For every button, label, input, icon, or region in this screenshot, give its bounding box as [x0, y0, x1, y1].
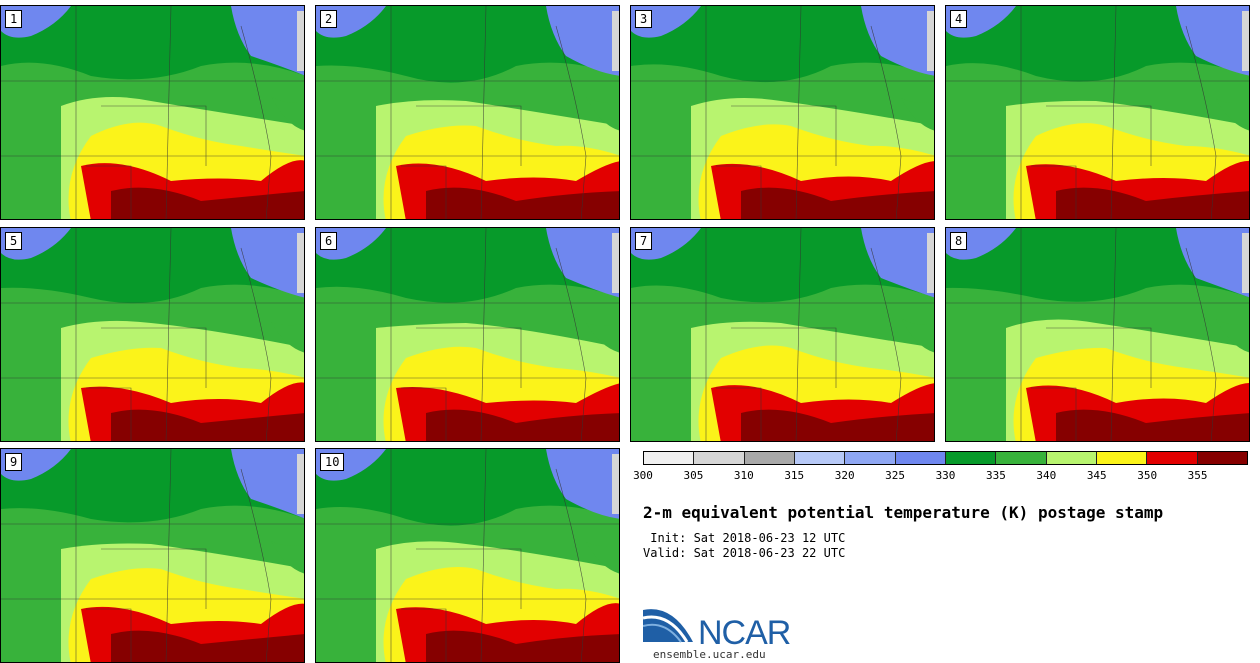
colorbar-segment — [1096, 452, 1148, 464]
colorbar-segment — [1046, 452, 1097, 464]
colorbar-tick-label: 305 — [683, 469, 704, 482]
colorbar-tick-label: 345 — [1086, 469, 1107, 482]
colorbar-segment — [996, 452, 1047, 464]
panel-number: 5 — [5, 232, 23, 250]
colorbar-segment — [744, 452, 795, 464]
panel-number: 1 — [5, 10, 23, 28]
panel-number: 9 — [5, 453, 23, 471]
colorbar-tick-label: 355 — [1187, 469, 1208, 482]
colorbar-segment — [895, 452, 946, 464]
panel-number: 4 — [950, 10, 968, 28]
map-panel: 2 — [315, 5, 620, 220]
colorbar-tick-label: 335 — [985, 469, 1006, 482]
map-field — [946, 228, 1249, 441]
map-field — [946, 6, 1249, 219]
logo-url: ensemble.ucar.edu — [653, 648, 766, 661]
time-info: Init: Sat 2018-06-23 12 UTC Valid: Sat 2… — [643, 531, 845, 561]
colorbar-tick-label: 330 — [935, 469, 956, 482]
panel-number: 8 — [950, 232, 968, 250]
map-panel: 6 — [315, 227, 620, 442]
colorbar-tick-label: 350 — [1137, 469, 1158, 482]
panel-number: 7 — [635, 232, 653, 250]
map-panel: 9 — [0, 448, 305, 663]
map-panel: 3 — [630, 5, 935, 220]
panel-number: 6 — [320, 232, 338, 250]
panel-number: 10 — [320, 453, 345, 471]
map-field — [1, 449, 304, 662]
colorbar-tick-label: 315 — [784, 469, 805, 482]
colorbar-tick-label: 300 — [633, 469, 653, 482]
map-field — [316, 228, 619, 441]
colorbar-segment — [644, 452, 695, 464]
ncar-logo-icon — [643, 609, 693, 643]
map-field — [631, 6, 934, 219]
map-panel: 10 — [315, 448, 620, 663]
colorbar-tick-label: 325 — [885, 469, 906, 482]
valid-time: Valid: Sat 2018-06-23 22 UTC — [643, 546, 846, 560]
map-panel: 1 — [0, 5, 305, 220]
init-time: Init: Sat 2018-06-23 12 UTC — [643, 531, 846, 545]
colorbar-segment — [1197, 452, 1247, 464]
colorbar — [643, 451, 1248, 465]
panel-number: 2 — [320, 10, 338, 28]
colorbar-segment — [845, 452, 896, 464]
colorbar-segment — [945, 452, 997, 464]
map-panel: 8 — [945, 227, 1250, 442]
map-field — [316, 449, 619, 662]
colorbar-ticks: 300 305 310 315 320 325 330 335 340 345 350 355 — [633, 469, 1248, 485]
ncar-logo-text: NCAR — [698, 614, 791, 652]
map-field — [316, 6, 619, 219]
map-field — [631, 228, 934, 441]
map-field — [1, 228, 304, 441]
colorbar-segment — [794, 452, 846, 464]
panel-number: 3 — [635, 10, 653, 28]
colorbar-tick-label: 310 — [733, 469, 754, 482]
map-panel: 4 — [945, 5, 1250, 220]
map-panel: 7 — [630, 227, 935, 442]
colorbar-segment — [694, 452, 745, 464]
colorbar-tick-label: 320 — [834, 469, 855, 482]
colorbar-tick-label: 340 — [1036, 469, 1057, 482]
plot-title: 2-m equivalent potential temperature (K)… — [643, 503, 1164, 522]
map-field — [1, 6, 304, 219]
map-panel: 5 — [0, 227, 305, 442]
colorbar-segment — [1147, 452, 1198, 464]
